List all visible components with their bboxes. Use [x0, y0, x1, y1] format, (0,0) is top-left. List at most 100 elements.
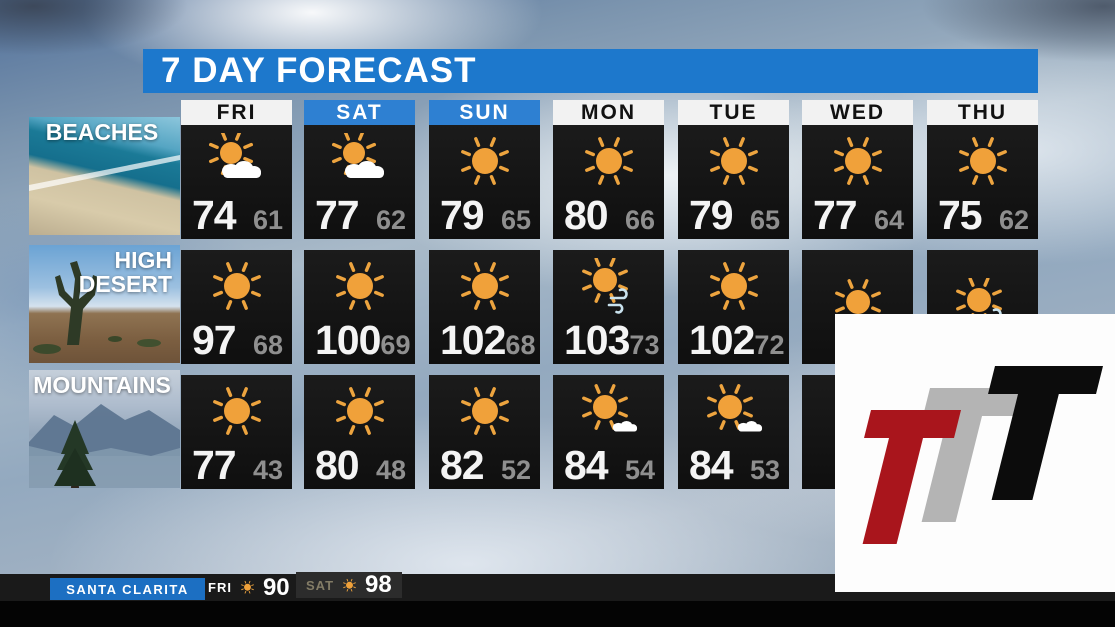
high-temp: 74: [192, 192, 237, 238]
temps-row: 100 69: [304, 320, 415, 364]
high-temp: 103: [564, 317, 630, 363]
sunny-icon: [678, 250, 789, 320]
forecast-cell: 82 52: [429, 375, 540, 489]
sunny-icon: [181, 250, 292, 320]
forecast-cell: 102 68: [429, 250, 540, 364]
temps-row: 102 68: [429, 320, 540, 364]
temps-row: 79 65: [429, 195, 540, 239]
temps-row: 79 65: [678, 195, 789, 239]
forecast-cell: 84 54: [553, 375, 664, 489]
low-temp: 65: [500, 205, 531, 235]
day-header-thu: THU: [927, 100, 1038, 126]
forecast-cell: 77 64: [802, 125, 913, 239]
ticker-forecast-item: FRI 90: [208, 574, 290, 601]
high-temp: 80: [564, 192, 609, 238]
ticker-forecast-item: SAT 98: [296, 571, 402, 598]
region-photo-beach: BEACHES: [29, 117, 180, 235]
day-header-sat: SAT: [304, 100, 415, 126]
forecast-cell: 84 53: [678, 375, 789, 489]
region-photo-mountains: MOUNTAINS: [29, 370, 180, 488]
low-temp: 72: [754, 330, 785, 360]
high-temp: 80: [315, 442, 360, 488]
surf-line: [29, 155, 180, 191]
day-header-tue: TUE: [678, 100, 789, 126]
temps-row: 80 66: [553, 195, 664, 239]
high-temp: 82: [440, 442, 485, 488]
ttt-logo: [862, 366, 1104, 544]
low-temp: 61: [252, 205, 283, 235]
partly-cloudy-icon: [304, 125, 415, 195]
mostly-sunny-icon: [553, 375, 664, 445]
temps-row: 82 52: [429, 445, 540, 489]
forecast-cell: 97 68: [181, 250, 292, 364]
forecast-cell: 80 66: [553, 125, 664, 239]
mostly-sunny-icon: [678, 375, 789, 445]
high-temp: 100: [315, 317, 381, 363]
low-temp: 68: [252, 330, 283, 360]
low-temp: 52: [500, 455, 531, 485]
temps-row: 102 72: [678, 320, 789, 364]
ticker-location-badge: SANTA CLARITA: [50, 578, 205, 600]
ticker-temp: 90: [262, 573, 290, 601]
sunny-icon: [429, 375, 540, 445]
high-temp: 77: [192, 442, 237, 488]
high-temp: 77: [315, 192, 360, 238]
ticker-day-label: SAT: [306, 577, 335, 593]
region-label-line: HIGH: [114, 247, 173, 273]
day-header-fri: FRI: [181, 100, 292, 126]
t-gray: [921, 388, 1020, 522]
low-temp: 54: [624, 455, 655, 485]
low-temp: 64: [873, 205, 904, 235]
region-label: HIGH DESERT: [29, 248, 172, 296]
region-label-line: DESERT: [78, 271, 172, 297]
t-red: [862, 410, 961, 544]
forecast-cell: 77 62: [304, 125, 415, 239]
region-label: BEACHES: [29, 120, 175, 144]
low-temp: 69: [380, 330, 411, 360]
temps-row: 103 73: [553, 320, 664, 364]
sunny-icon: [304, 250, 415, 320]
forecast-cell: 79 65: [429, 125, 540, 239]
region-photo-desert: HIGH DESERT: [29, 245, 180, 363]
forecast-cell: 79 65: [678, 125, 789, 239]
low-temp: 68: [505, 330, 536, 360]
high-temp: 84: [689, 442, 734, 488]
low-temp: 62: [998, 205, 1029, 235]
forecast-cell: 102 72: [678, 250, 789, 364]
sunny-icon: [927, 125, 1038, 195]
region-label: MOUNTAINS: [29, 373, 175, 397]
forecast-cell: 80 48: [304, 375, 415, 489]
low-temp: 73: [629, 330, 660, 360]
day-header-sun: SUN: [429, 100, 540, 126]
sunny-windy-icon: [553, 250, 664, 320]
region-label-line: BEACHES: [45, 119, 159, 145]
temps-row: 77 64: [802, 195, 913, 239]
day-header-wed: WED: [802, 100, 913, 126]
high-temp: 77: [813, 192, 858, 238]
temps-row: 97 68: [181, 320, 292, 364]
forecast-cell: 74 61: [181, 125, 292, 239]
sunny-icon: [341, 577, 358, 594]
page-title: 7 DAY FORECAST: [161, 51, 477, 90]
forecast-cell: 100 69: [304, 250, 415, 364]
region-label-line: MOUNTAINS: [33, 372, 171, 398]
sunny-icon: [429, 125, 540, 195]
sunny-icon: [181, 375, 292, 445]
day-header-mon: MON: [553, 100, 664, 126]
high-temp: 75: [938, 192, 983, 238]
high-temp: 79: [440, 192, 485, 238]
sunny-icon: [553, 125, 664, 195]
temps-row: 77 43: [181, 445, 292, 489]
high-temp: 84: [564, 442, 609, 488]
title-banner: 7 DAY FORECAST: [143, 49, 1038, 93]
sunny-icon: [678, 125, 789, 195]
temps-row: 84 53: [678, 445, 789, 489]
low-temp: 43: [252, 455, 283, 485]
sunny-icon: [239, 579, 256, 596]
forecast-cell: 75 62: [927, 125, 1038, 239]
temps-row: 84 54: [553, 445, 664, 489]
high-temp: 79: [689, 192, 734, 238]
temps-row: 77 62: [304, 195, 415, 239]
ticker-day-label: FRI: [208, 580, 232, 595]
